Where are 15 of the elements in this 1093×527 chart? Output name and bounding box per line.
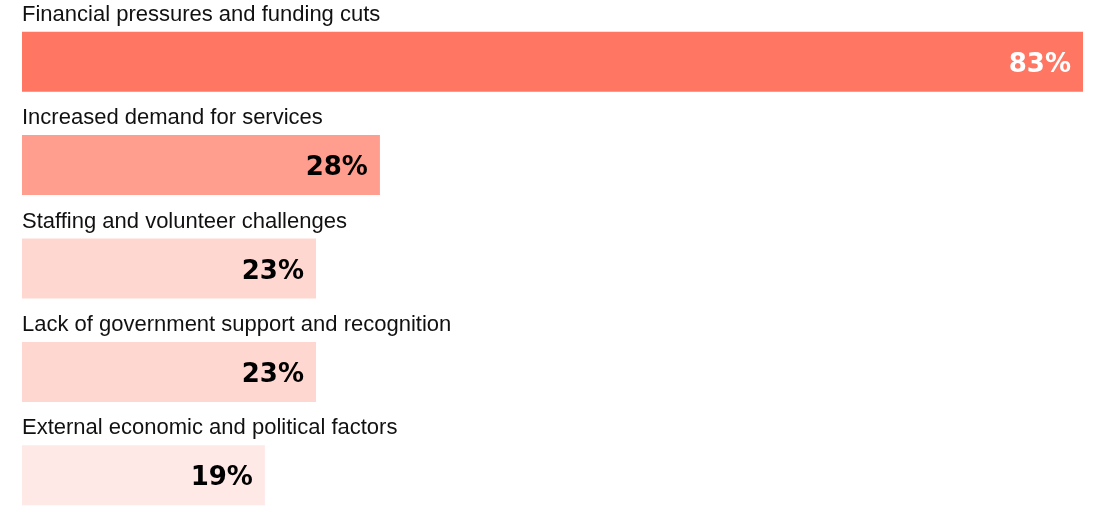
bar bbox=[22, 238, 317, 299]
bar bbox=[22, 135, 380, 196]
data-label: 83% bbox=[1008, 47, 1071, 78]
data-label: 28% bbox=[305, 151, 368, 182]
y-tick-label: Lack of government support and recognition bbox=[22, 310, 452, 336]
bar bbox=[22, 445, 265, 506]
bar bbox=[22, 31, 1083, 92]
y-tick-label: External economic and political factors bbox=[22, 414, 398, 440]
data-label: 23% bbox=[241, 254, 305, 285]
data-label: 19% bbox=[190, 461, 253, 492]
y-tick-label: Staffing and volunteer challenges bbox=[22, 207, 347, 233]
y-tick-label: Financial pressures and funding cuts bbox=[22, 0, 381, 26]
data-label: 23% bbox=[241, 357, 305, 388]
bar bbox=[22, 341, 317, 402]
y-tick-label: Increased demand for services bbox=[22, 104, 323, 130]
